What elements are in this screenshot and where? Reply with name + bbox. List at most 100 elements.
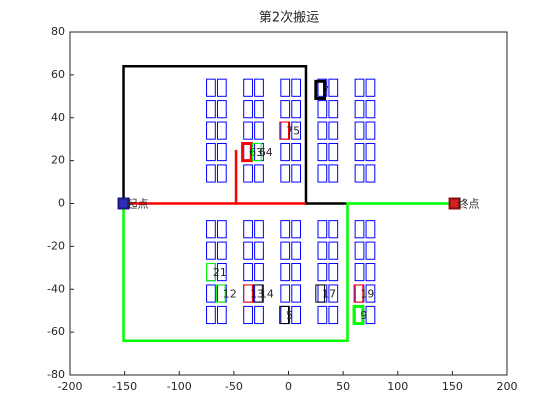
- item-label: 12: [223, 288, 237, 301]
- item-label: 17: [322, 288, 336, 301]
- shelf: [354, 121, 365, 140]
- shelf: [354, 78, 365, 97]
- shelf: [280, 164, 291, 183]
- shelf: [254, 121, 264, 140]
- y-tick-label: -20: [47, 239, 65, 252]
- shelf: [216, 305, 227, 325]
- shelf: [365, 164, 376, 183]
- shelf: [254, 164, 264, 183]
- shelf: [328, 263, 339, 282]
- item-box: [279, 305, 290, 325]
- shelf: [254, 305, 264, 325]
- item-box: [353, 284, 364, 303]
- shelf: [206, 121, 216, 140]
- shelf: [291, 220, 302, 239]
- item-box: [253, 284, 263, 303]
- shelf: [280, 284, 291, 303]
- shelf: [206, 284, 216, 303]
- shelf: [328, 121, 339, 140]
- shelf: [365, 263, 376, 282]
- shelf: [280, 263, 291, 282]
- shelf: [354, 263, 365, 282]
- x-tick-label: 50: [336, 380, 350, 393]
- point-marker: [117, 197, 130, 210]
- x-tick-label: -200: [58, 380, 83, 393]
- shelf: [291, 241, 302, 260]
- shelf: [291, 164, 302, 183]
- shelf: [365, 220, 376, 239]
- shelf: [365, 121, 376, 140]
- shelf: [354, 100, 365, 119]
- shelf: [206, 305, 216, 325]
- item-box: [251, 142, 262, 162]
- shelf: [365, 241, 376, 260]
- shelf: [328, 100, 339, 119]
- item-box: [243, 284, 253, 303]
- shelf: [317, 78, 328, 97]
- y-tick-label: 20: [51, 154, 65, 167]
- x-tick-label: 0: [285, 380, 292, 393]
- item-box: [215, 284, 226, 303]
- x-tick-label: 200: [497, 380, 518, 393]
- item-box: [314, 79, 327, 100]
- y-tick-label: 60: [51, 68, 65, 81]
- y-tick-label: 40: [51, 111, 65, 124]
- shelf: [243, 220, 253, 239]
- y-tick-label: 0: [58, 197, 65, 210]
- x-tick-label: 150: [442, 380, 463, 393]
- shelf: [328, 164, 339, 183]
- shelf: [254, 263, 264, 282]
- shelf: [317, 100, 328, 119]
- shelf: [291, 284, 302, 303]
- shelf: [216, 100, 227, 119]
- y-tick-label: -40: [47, 282, 65, 295]
- shelf: [291, 263, 302, 282]
- chart-title: 第2次搬运: [259, 10, 319, 26]
- shelf: [216, 142, 227, 162]
- x-tick-label: -50: [225, 380, 243, 393]
- shelf: [354, 142, 365, 162]
- x-tick-label: -100: [167, 380, 192, 393]
- x-tick-label: -150: [112, 380, 137, 393]
- item-label: 19: [360, 288, 374, 301]
- point-marker: [448, 197, 461, 210]
- shelf: [328, 305, 339, 325]
- shelf: [243, 121, 253, 140]
- route-line: [123, 149, 306, 205]
- item-box: [315, 284, 326, 303]
- item-label: 7: [322, 84, 329, 97]
- shelf: [328, 284, 339, 303]
- shelf: [280, 78, 291, 97]
- shelf: [216, 164, 227, 183]
- shelf: [328, 78, 339, 97]
- shelf: [365, 305, 376, 325]
- shelf: [254, 241, 264, 260]
- shelf: [206, 164, 216, 183]
- shelf: [317, 121, 328, 140]
- point-label: 终点: [458, 197, 480, 211]
- shelf: [291, 142, 302, 162]
- shelf: [365, 284, 376, 303]
- shelf: [280, 100, 291, 119]
- shelf: [216, 241, 227, 260]
- item-label: 64: [259, 146, 273, 159]
- shelf: [243, 164, 253, 183]
- shelf: [254, 78, 264, 97]
- y-tick-label: -60: [47, 325, 65, 338]
- shelf: [317, 220, 328, 239]
- route-line: [122, 202, 455, 342]
- shelf: [317, 263, 328, 282]
- shelf: [243, 263, 253, 282]
- point-label: 起点: [127, 198, 149, 211]
- shelf: [317, 305, 328, 325]
- shelf: [206, 142, 216, 162]
- x-tick-label: 100: [387, 380, 408, 393]
- shelf: [216, 220, 227, 239]
- shelf: [317, 142, 328, 162]
- shelf: [280, 142, 291, 162]
- shelf: [280, 220, 291, 239]
- shelf: [365, 142, 376, 162]
- shelf: [354, 241, 365, 260]
- shelf: [328, 241, 339, 260]
- shelf: [291, 121, 302, 140]
